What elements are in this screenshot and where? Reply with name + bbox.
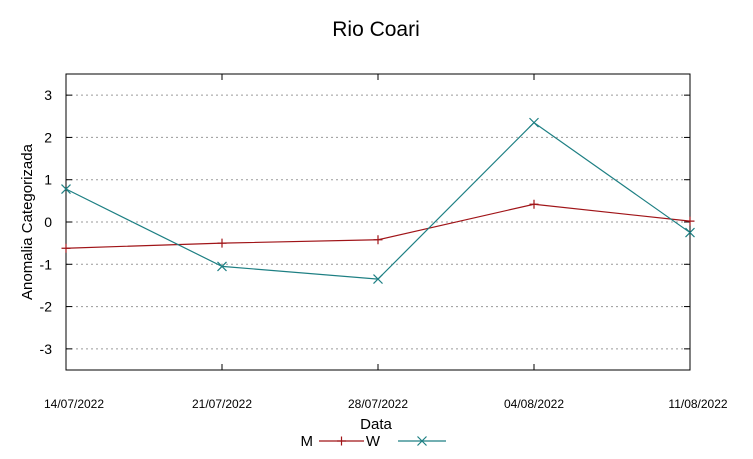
x-axis-ticks: 14/07/2022 21/07/2022 28/07/2022 04/08/2022… (44, 74, 728, 411)
series-line-w (65, 121, 691, 280)
series-w (61, 117, 695, 285)
series-m (61, 199, 695, 253)
grid-lines (66, 94, 690, 350)
y-tick-label: 1 (44, 172, 52, 188)
y-tick-label: -1 (40, 256, 53, 272)
legend-label-m: M (301, 433, 314, 450)
data-point-m (685, 216, 695, 226)
data-point-m (61, 243, 71, 253)
data-point-w (217, 261, 227, 272)
y-tick-label: 3 (44, 87, 52, 103)
y-tick-label: -2 (40, 299, 53, 315)
x-tick-label: 28/07/2022 (348, 397, 408, 411)
x-axis-label: Data (360, 416, 392, 433)
x-tick-label: 21/07/2022 (192, 397, 252, 411)
data-point-m (373, 235, 383, 245)
x-tick-label: 14/07/2022 (44, 397, 104, 411)
chart-title: Rio Coari (332, 18, 420, 41)
data-point-m (217, 238, 227, 248)
data-point-w (529, 117, 539, 128)
data-point-w (61, 184, 71, 194)
legend-marker-m (337, 436, 346, 446)
y-tick-label: 2 (44, 129, 52, 145)
data-point-m (529, 199, 539, 209)
data-point-w (373, 274, 383, 285)
y-tick-label: 0 (44, 214, 52, 230)
x-tick-label: 04/08/2022 (504, 397, 564, 411)
series-lines (61, 117, 695, 285)
y-tick-label: -3 (40, 341, 53, 357)
x-tick-label: 11/08/2022 (668, 397, 727, 411)
data-point-w (685, 227, 695, 238)
y-axis-label: Anomalia Categorizada (19, 143, 36, 300)
legend-label-w: W (366, 433, 381, 450)
y-axis-ticks: 3 2 1 0 -1 -2 -3 (40, 87, 690, 357)
legend-marker-w (417, 436, 427, 446)
